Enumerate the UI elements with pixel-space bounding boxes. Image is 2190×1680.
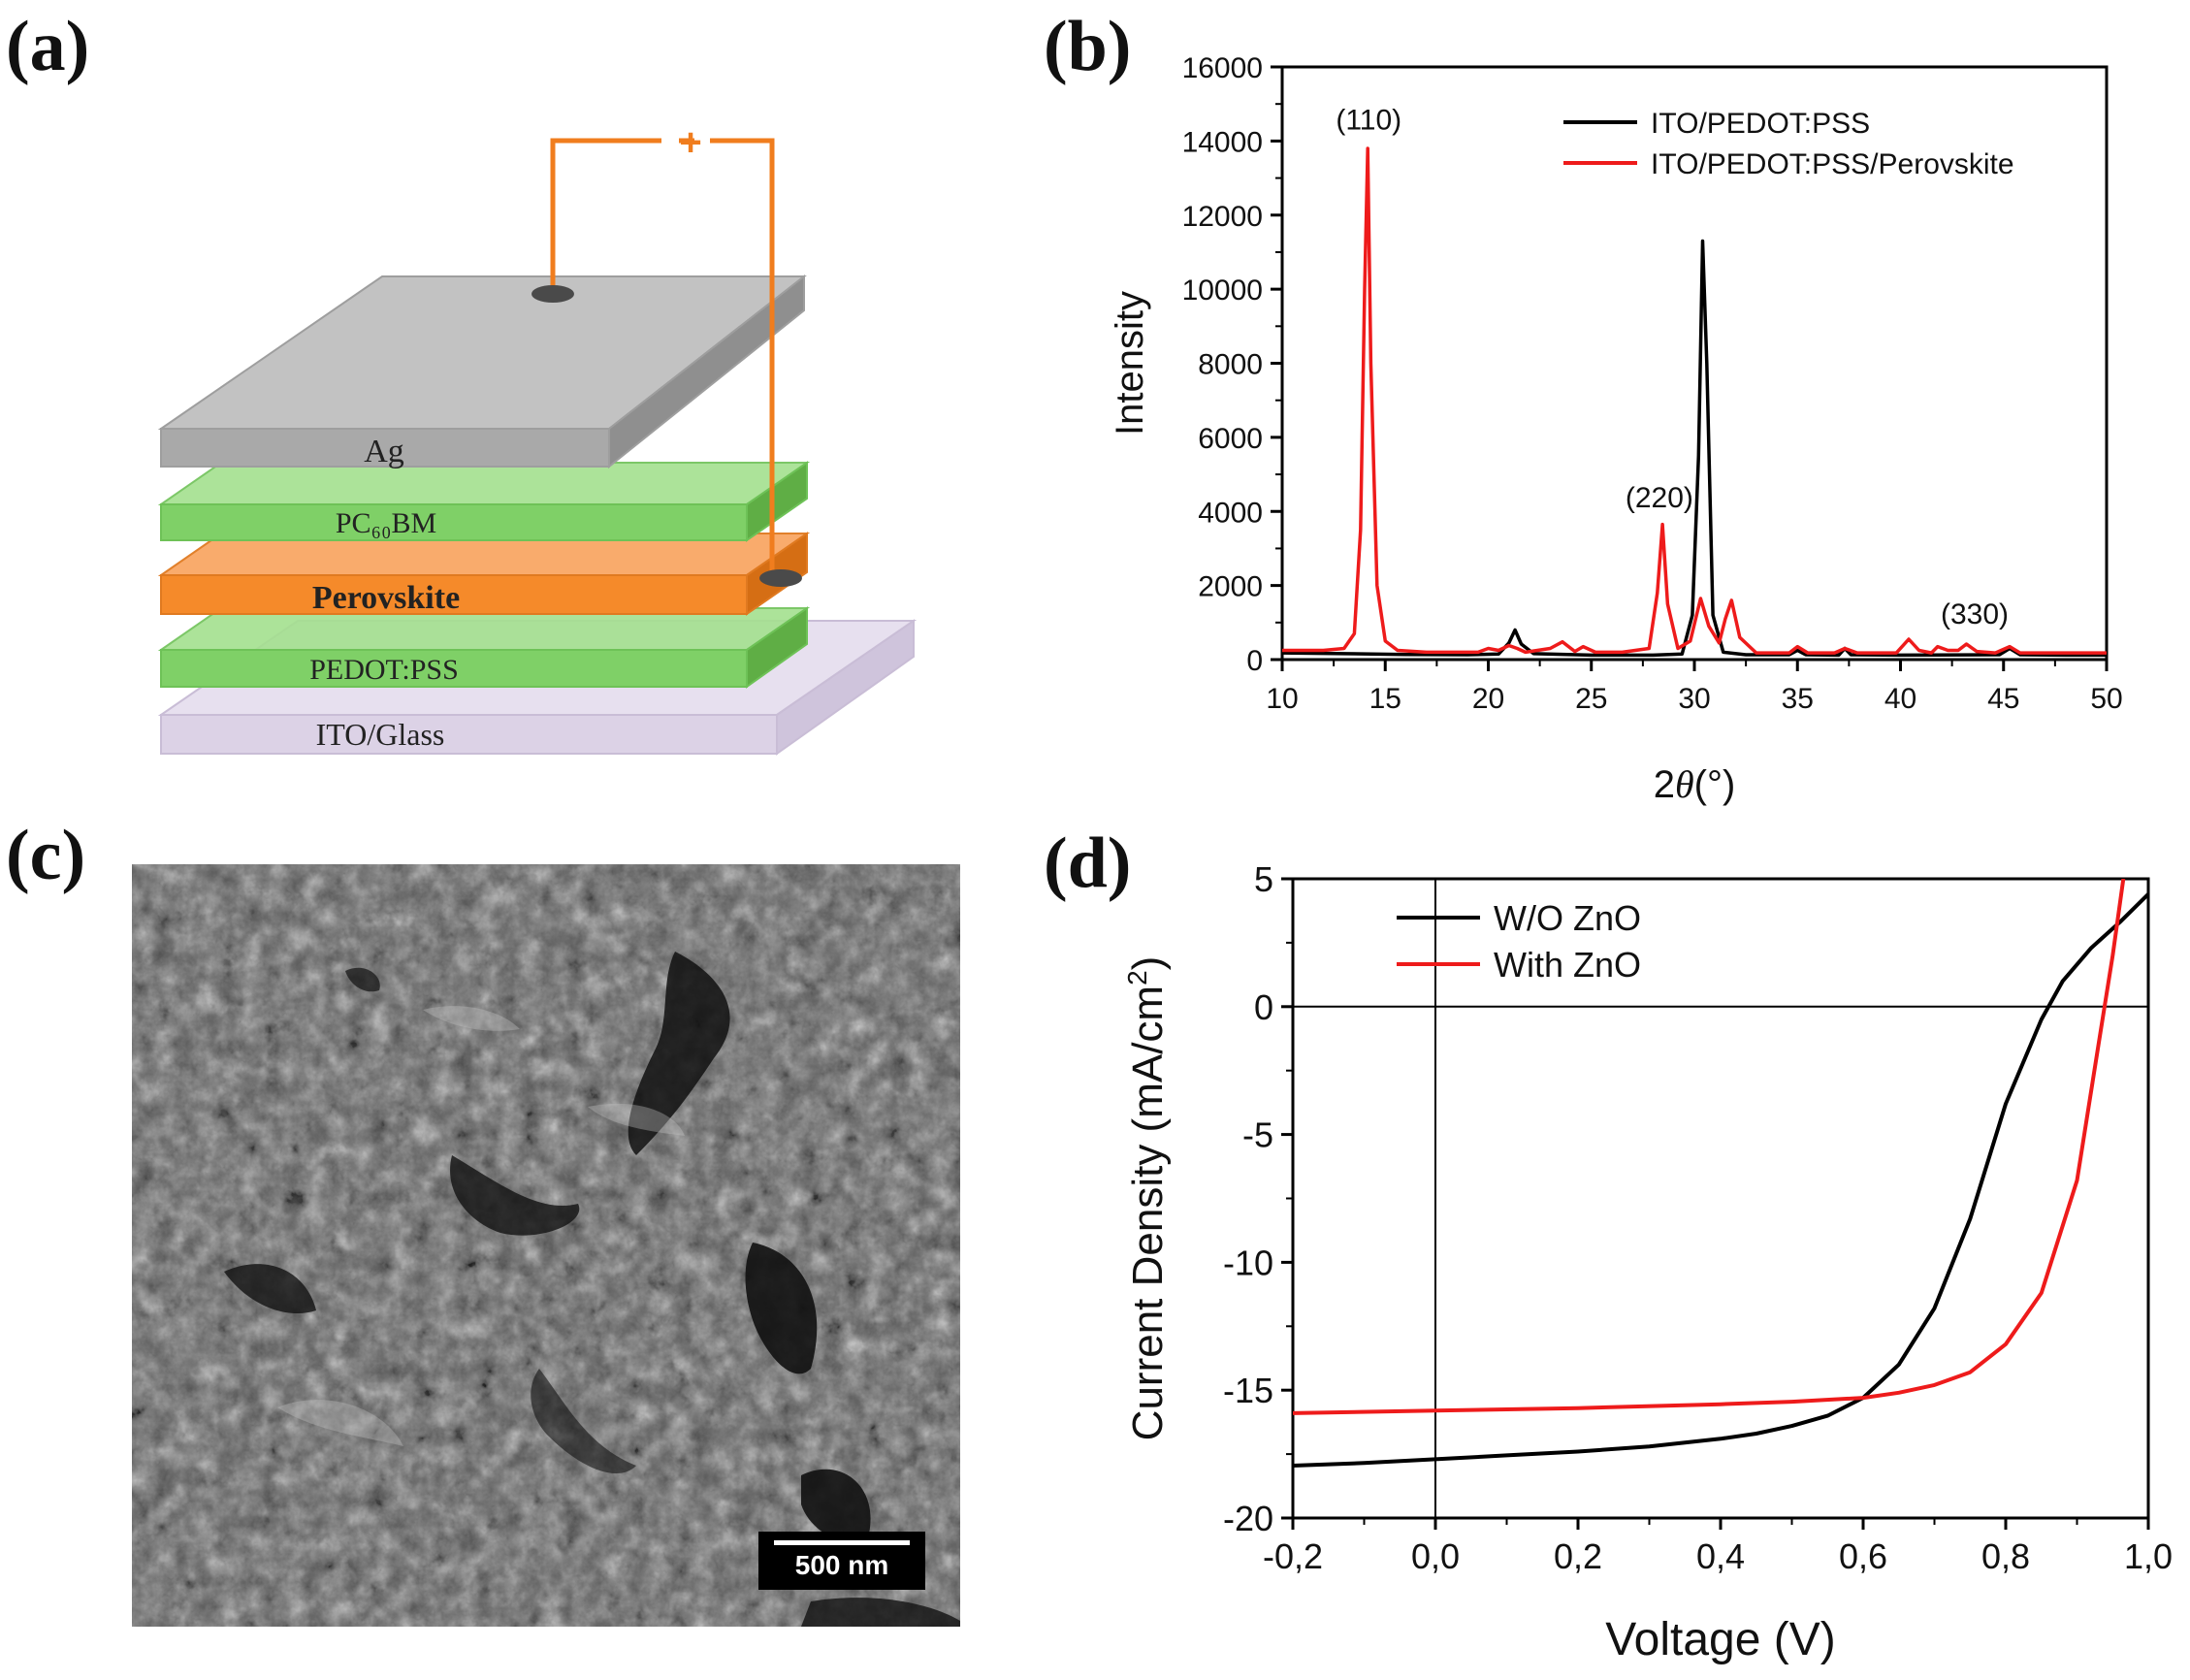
xrd-legend-label: ITO/PEDOT:PSS/Perovskite (1651, 148, 2014, 180)
panel-label-b: (b) (1044, 7, 1132, 86)
sem-voids (224, 952, 960, 1627)
scale-bar-label: 500 nm (794, 1550, 889, 1580)
layer-ag: Ag (157, 274, 807, 469)
jv-x-axis-label: Voltage (V) (1605, 1614, 1835, 1665)
xrd-x-tick-label: 10 (1266, 683, 1298, 715)
xrd-y-tick-label: 12000 (1182, 201, 1263, 233)
jv-y-tick-label: 5 (1254, 859, 1273, 899)
xrd-x-tick-label: 40 (1884, 683, 1916, 715)
jv-series-line-with-zno (1293, 879, 2126, 1415)
jv-legend-label: W/O ZnO (1494, 898, 1641, 938)
xrd-x-axis-label-unit: (°) (1694, 763, 1736, 806)
circuit-plus-sign: + (679, 121, 701, 164)
xrd-x-tick-label: 25 (1575, 683, 1607, 715)
jv-y-tick-label: -10 (1223, 1243, 1273, 1282)
jv-y-tick-label: -5 (1242, 1115, 1273, 1155)
xrd-y-tick-label: 2000 (1198, 571, 1263, 603)
jv-y-tick-label: -20 (1223, 1499, 1273, 1538)
jv-series-line-wo-zno (1293, 892, 2148, 1468)
jv-legend-label: With ZnO (1494, 945, 1641, 985)
xrd-x-tick-label: 20 (1472, 683, 1504, 715)
top-electrode-contact (531, 285, 574, 303)
xrd-x-tick-label: 35 (1782, 683, 1814, 715)
xrd-series-line-perovskite (1282, 146, 2107, 655)
jv-plot-frame (1291, 877, 2150, 1520)
jv-x-tick-label: 0,0 (1411, 1536, 1460, 1576)
jv-y-axis-label-main: Current Density (mA/cm (1124, 985, 1172, 1440)
jv-x-tick-label: 0,6 (1839, 1536, 1887, 1576)
layer-label-pcbm: PC₆₀BM (336, 507, 436, 539)
panel-label-d: (d) (1044, 824, 1132, 903)
layer-label-perovskite: Perovskite (312, 580, 460, 616)
xrd-y-tick-label: 10000 (1182, 275, 1263, 307)
jv-x-tick-label: 0,8 (1981, 1536, 2030, 1576)
circuit-wire: - + (531, 121, 802, 587)
xrd-chart: 10 15 20 25 30 35 40 45 50 0 2000 4000 6000 8000 10000… (1109, 52, 2123, 806)
layer-label-ag: Ag (364, 434, 404, 469)
xrd-peak-annotation: (330) (1941, 598, 2009, 630)
layer-pedot: PEDOT:PSS (157, 606, 811, 689)
sem-bright-edges (277, 1006, 685, 1446)
jv-y-tick-label: 0 (1254, 987, 1273, 1027)
layer-pcbm: PC₆₀BM (157, 461, 811, 542)
jv-x-tick-label: 0,4 (1696, 1536, 1745, 1576)
xrd-x-tick-label: 50 (2090, 683, 2122, 715)
jv-x-tick-label: 1,0 (2124, 1536, 2173, 1576)
jv-x-tick-label: -0,2 (1263, 1536, 1323, 1576)
jv-x-tick-label: 0,2 (1554, 1536, 1602, 1576)
panel-label-a: (a) (6, 7, 90, 86)
xrd-legend-label: ITO/PEDOT:PSS (1651, 108, 1870, 140)
xrd-x-axis-label-prefix: 2 (1654, 763, 1675, 806)
layer-label-pedot: PEDOT:PSS (309, 654, 459, 686)
sem-texture (132, 864, 960, 1627)
jv-y-axis-label-close: ) (1124, 956, 1172, 971)
xrd-y-axis-label: Intensity (1109, 291, 1151, 436)
xrd-x-axis-label: 2θ(°) (1654, 762, 1736, 806)
layer-label-ito: ITO/Glass (316, 717, 445, 752)
jv-y-axis-label: Current Density (mA/cm2) (1122, 956, 1172, 1441)
xrd-y-tick-label: 0 (1246, 645, 1263, 677)
jv-y-tick-label: -15 (1223, 1371, 1273, 1410)
xrd-x-tick-label: 30 (1678, 683, 1710, 715)
sem-image: 500 nm (132, 864, 960, 1627)
xrd-peak-annotation: (220) (1626, 482, 1693, 514)
xrd-peak-annotation: (110) (1336, 104, 1401, 136)
xrd-y-tick-label: 16000 (1182, 52, 1263, 84)
xrd-y-tick-label: 6000 (1198, 423, 1263, 455)
device-schematic: ITO/Glass PEDOT:PSS Perovskite PC₆₀BM Ag… (157, 121, 918, 756)
panel-label-c: (c) (6, 816, 86, 895)
bottom-electrode-contact (759, 569, 802, 587)
scale-bar-line (774, 1540, 910, 1545)
xrd-y-tick-label: 8000 (1198, 349, 1263, 381)
xrd-y-tick-label: 4000 (1198, 497, 1263, 529)
jv-y-axis-label-sup: 2 (1122, 970, 1152, 985)
xrd-series-line-pedot (1281, 239, 2107, 658)
xrd-x-axis-label-theta: θ (1675, 762, 1694, 806)
xrd-x-tick-label: 45 (1987, 683, 2019, 715)
xrd-y-tick-label: 14000 (1182, 126, 1263, 158)
xrd-x-tick-label: 15 (1369, 683, 1401, 715)
scale-bar: 500 nm (758, 1532, 925, 1590)
